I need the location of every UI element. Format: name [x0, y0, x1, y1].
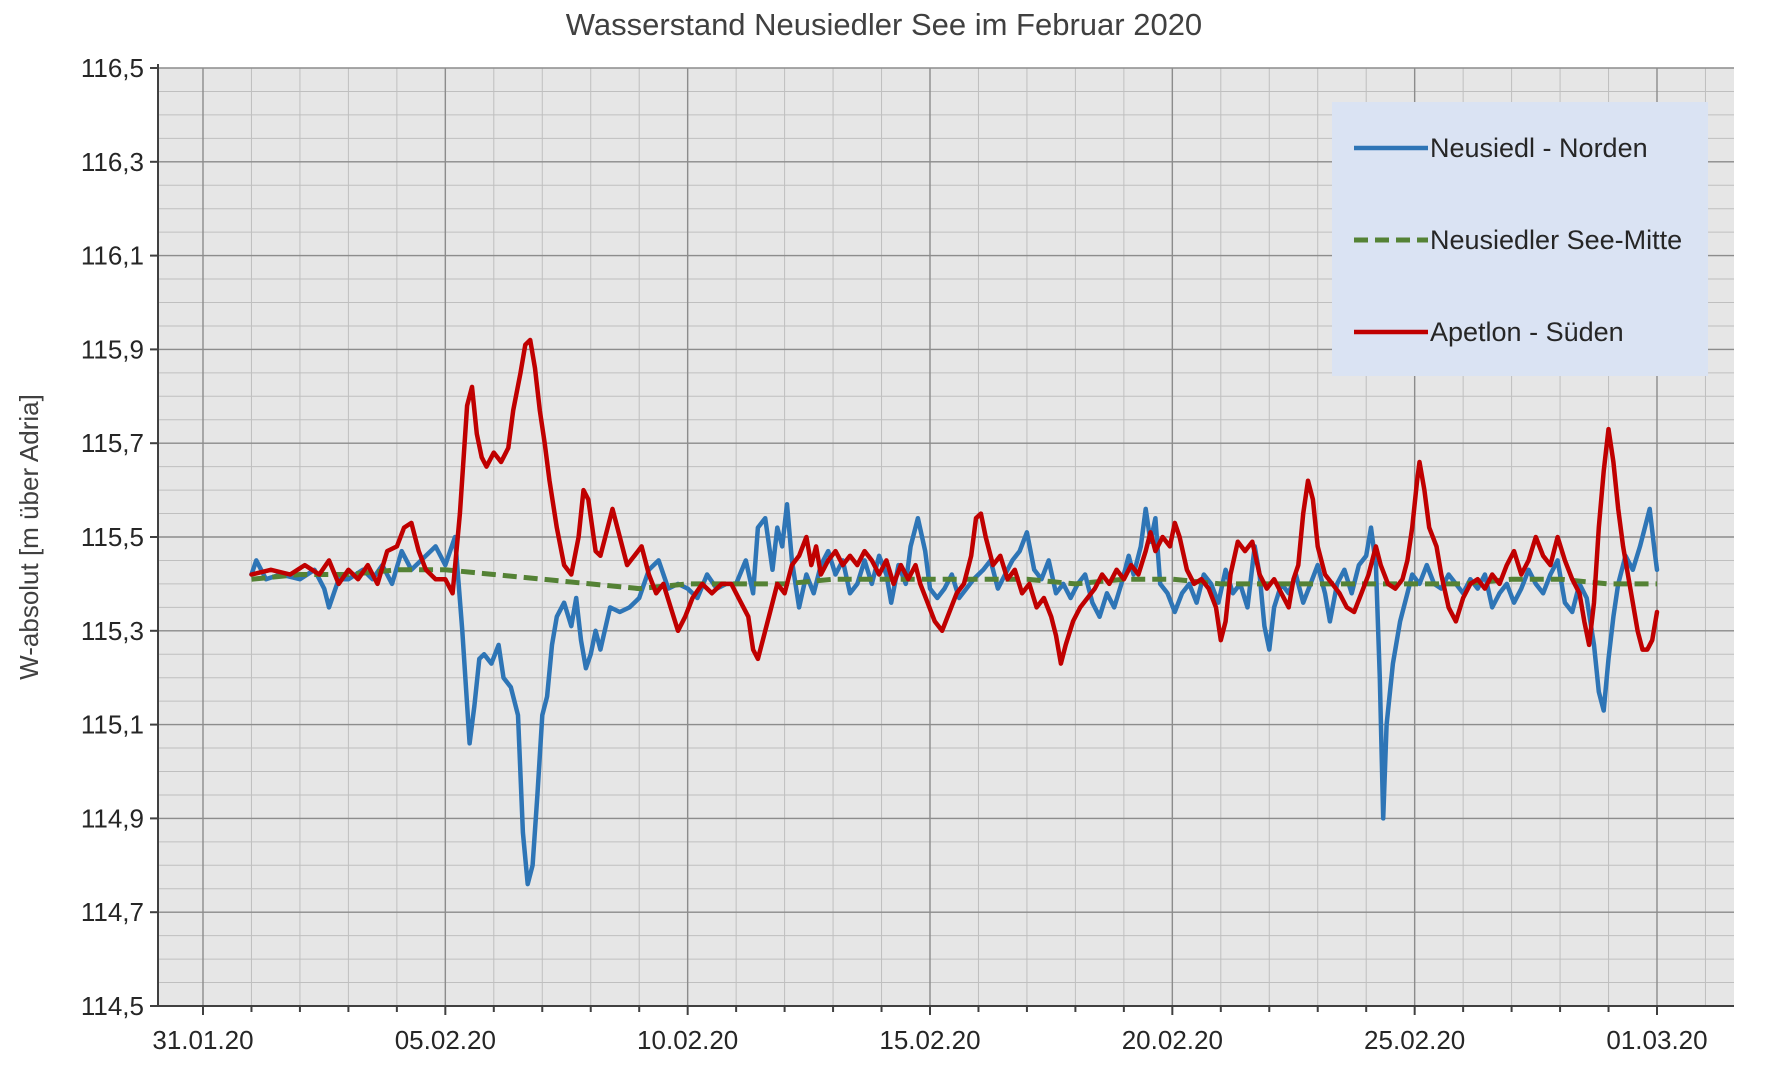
legend-label-3: Apetlon - Süden — [1430, 317, 1624, 347]
y-tick-label: 116,5 — [81, 53, 144, 83]
x-tick-label: 10.02.20 — [637, 1025, 738, 1055]
y-tick-label: 115,7 — [81, 428, 144, 458]
y-tick-label: 115,3 — [81, 616, 144, 646]
chart-title: Wasserstand Neusiedler See im Februar 20… — [566, 7, 1202, 42]
legend-label-2: Neusiedler See-Mitte — [1430, 225, 1682, 255]
x-tick-label: 25.02.20 — [1364, 1025, 1465, 1055]
y-tick-label: 114,5 — [81, 991, 144, 1021]
y-tick-labels: 116,5 116,3 116,1 115,9 115,7 115,5 115,3 115,1… — [81, 53, 144, 1021]
x-tick-label: 01.03.20 — [1606, 1025, 1707, 1055]
y-tick-label: 115,5 — [81, 522, 144, 552]
y-tick-label: 116,1 — [81, 241, 144, 271]
y-tick-label: 115,1 — [81, 710, 144, 740]
x-tick-label: 05.02.20 — [395, 1025, 496, 1055]
legend-label-1: Neusiedl - Norden — [1430, 133, 1648, 163]
x-tick-label: 15.02.20 — [879, 1025, 980, 1055]
major-grid — [158, 67, 1734, 1007]
legend: Neusiedl - Norden Neusiedler See-Mitte Ape… — [1332, 102, 1708, 376]
x-tick-label: 31.01.20 — [152, 1025, 253, 1055]
y-tick-label: 115,9 — [81, 334, 144, 364]
series-line-3 — [249, 337, 1660, 666]
x-tick-label: 20.02.20 — [1122, 1025, 1223, 1055]
x-tick-labels: 31.01.20 05.02.20 10.02.20 15.02.20 20.02.20… — [152, 1025, 1707, 1055]
y-tick-label: 114,9 — [81, 803, 144, 833]
y-axis-title: W-absolut [m über Adria] — [14, 394, 44, 680]
axes — [150, 64, 1734, 1015]
series-layer — [249, 337, 1660, 887]
y-tick-label: 116,3 — [81, 147, 144, 177]
series-line-2 — [251, 567, 1657, 592]
y-tick-label: 114,7 — [81, 897, 144, 927]
